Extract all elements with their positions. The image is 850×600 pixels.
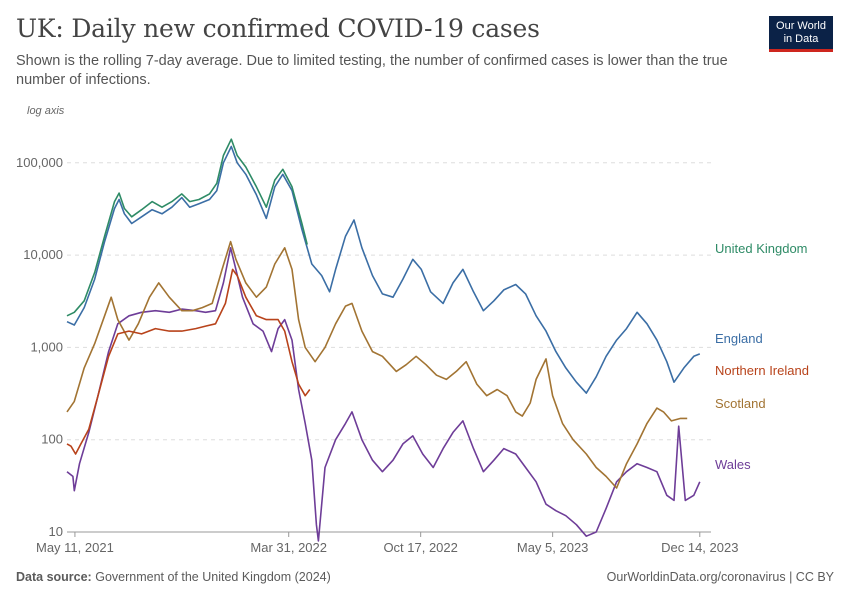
x-tick-label: May 5, 2023 <box>517 540 589 555</box>
series-line-united-kingdom[interactable] <box>66 138 308 317</box>
footer-link[interactable]: OurWorldinData.org/coronavirus | CC BY <box>606 570 834 584</box>
y-tick-label: 10 <box>49 524 63 539</box>
chart-title: UK: Daily new confirmed COVID-19 cases <box>16 14 540 43</box>
legend-label-england[interactable]: England <box>715 331 763 346</box>
x-tick-label: May 11, 2021 <box>36 540 114 555</box>
legend-label-northern-ireland[interactable]: Northern Ireland <box>715 363 809 378</box>
y-tick-label: 10,000 <box>23 247 63 262</box>
series-lines <box>66 138 701 542</box>
y-tick-label: 1,000 <box>30 339 63 354</box>
logo-line-2: in Data <box>783 32 819 45</box>
x-tick-label: Oct 17, 2022 <box>383 540 457 555</box>
line-chart: log axis 10 100 1,000 10,000 100,000 May 11, … <box>16 105 809 555</box>
y-tick-label: 100 <box>41 432 63 447</box>
series-line-northern-ireland[interactable] <box>66 268 311 455</box>
series-line-scotland[interactable] <box>66 240 688 489</box>
legend-label-wales[interactable]: Wales <box>715 457 751 472</box>
legend-label-united-kingdom[interactable]: United Kingdom <box>715 241 808 256</box>
owid-logo[interactable]: Our World in Data <box>769 16 833 52</box>
y-tick-label: 100,000 <box>16 155 63 170</box>
legend: United Kingdom England Northern Ireland Sco… <box>715 241 809 472</box>
legend-label-scotland[interactable]: Scotland <box>715 396 766 411</box>
x-axis: May 11, 2021 Mar 31, 2022 Oct 17, 2022 May … <box>36 531 738 555</box>
logo-line-1: Our World <box>776 20 826 32</box>
series-line-wales[interactable] <box>66 247 701 542</box>
x-tick-label: Dec 14, 2023 <box>661 540 738 555</box>
data-source: Data source: Government of the United Ki… <box>16 570 331 584</box>
y-axis: log axis 10 100 1,000 10,000 100,000 <box>16 105 65 539</box>
grid-lines <box>67 162 711 533</box>
data-source-link[interactable]: Government of the United Kingdom (2024) <box>95 570 331 584</box>
x-tick-label: Mar 31, 2022 <box>250 540 327 555</box>
y-scale-label: log axis <box>27 105 65 117</box>
chart-subtitle: Shown is the rolling 7-day average. Due … <box>16 53 728 88</box>
series-line-england[interactable] <box>66 145 701 394</box>
data-source-label: Data source: <box>16 570 92 584</box>
